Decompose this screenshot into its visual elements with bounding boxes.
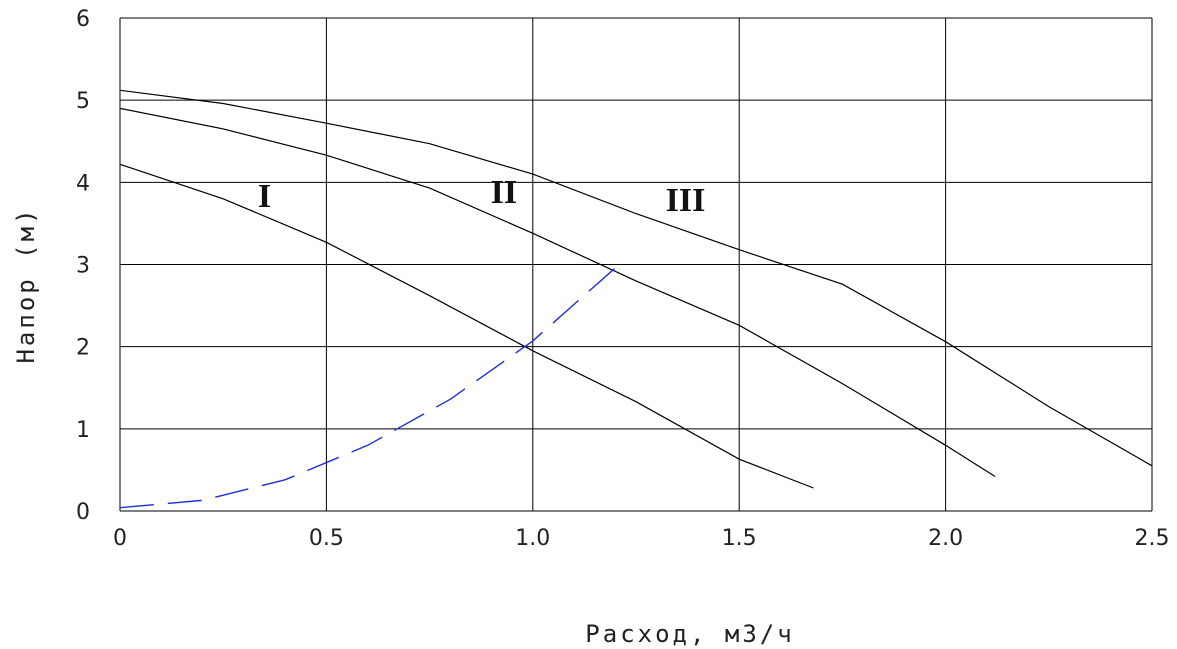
series-line-II: [119, 107, 996, 478]
x-axis-title: Расход, м3/ч: [585, 620, 794, 648]
x-tick-label-4: 2.0: [928, 526, 963, 551]
y-tick-label-4: 4: [76, 171, 90, 196]
y-tick-label-5: 5: [76, 89, 90, 114]
x-tick-label-1: 0.5: [309, 526, 344, 551]
x-tick-labels: 0 0.5 1.0 1.5 2.0 2.5: [113, 526, 1170, 551]
series-line-I: [119, 163, 814, 489]
y-tick-label-6: 6: [76, 7, 90, 32]
x-tick-label-3: 1.5: [722, 526, 757, 551]
curve-label-II: II: [491, 174, 517, 211]
y-tick-label-0: 0: [76, 500, 90, 525]
x-tick-label-2: 1.0: [515, 526, 550, 551]
y-tick-labels: 0 1 2 3 4 5 6: [76, 7, 90, 525]
x-tick-label-5: 2.5: [1135, 526, 1170, 551]
curve-labels: I II III: [258, 174, 706, 219]
y-axis-title: Напор (м): [12, 206, 40, 363]
series-lines: [119, 89, 1153, 509]
x-tick-label-0: 0: [113, 526, 127, 551]
y-tick-label-2: 2: [76, 336, 90, 361]
series-line-III: [119, 89, 1153, 467]
grid: [119, 17, 1153, 512]
system-curve-line: [119, 267, 616, 509]
y-tick-label-3: 3: [76, 254, 90, 279]
y-tick-label-1: 1: [76, 418, 90, 443]
curve-label-I: I: [258, 178, 271, 215]
curve-label-III: III: [666, 182, 706, 219]
